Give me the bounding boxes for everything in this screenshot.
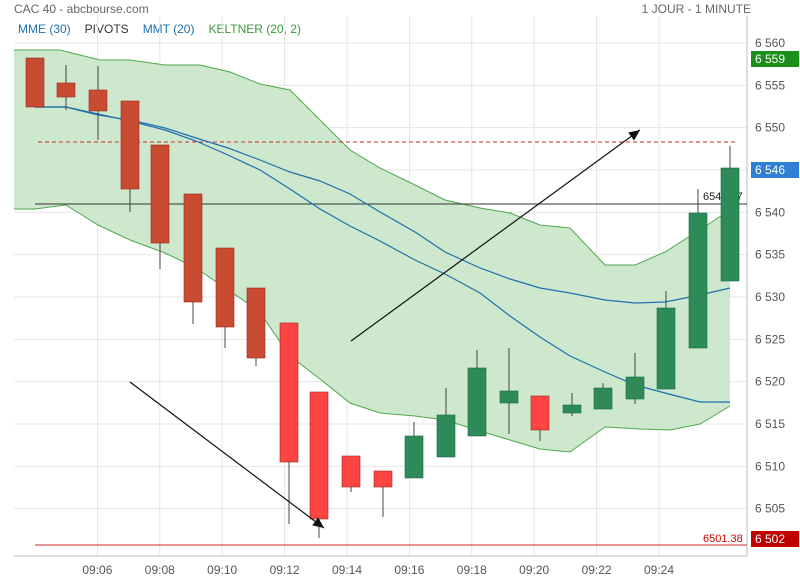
trend-arrow-down-head: [312, 517, 324, 528]
keltner-band: [14, 50, 730, 452]
candle-body: [341, 455, 361, 488]
price-tag-label: 6 502: [755, 532, 785, 546]
y-tick-label: 6 540: [755, 205, 785, 219]
y-tick-label: 6 560: [755, 36, 785, 50]
candle-body: [499, 390, 519, 404]
candle-body: [215, 247, 235, 328]
x-tick-label: 09:10: [207, 563, 237, 577]
period-label[interactable]: 1 JOUR - 1 MINUTE: [641, 2, 751, 16]
x-tick-label: 09:06: [82, 563, 112, 577]
candle-body: [120, 100, 140, 190]
price-tag: [751, 51, 799, 67]
y-tick-label: 6 515: [755, 417, 785, 431]
candle-body: [56, 82, 76, 98]
trend-arrow-up-head: [628, 130, 640, 141]
candle-body: [530, 395, 550, 431]
candle-body: [404, 435, 424, 479]
candle-body: [246, 287, 266, 359]
trend-arrow-down-shaft: [129, 381, 325, 529]
y-tick-label: 6 505: [755, 502, 785, 516]
candle-body: [656, 307, 676, 390]
candle-body: [183, 193, 203, 303]
y-tick-label: 6 555: [755, 78, 785, 92]
price-tag-label: 6 546: [755, 163, 785, 177]
x-tick-label: 09:22: [582, 563, 612, 577]
y-tick-label: 6 530: [755, 290, 785, 304]
candle-body: [562, 404, 582, 414]
x-tick-label: 09:14: [332, 563, 362, 577]
legend-item-mmt[interactable]: MMT (20): [142, 22, 195, 36]
x-tick-label: 09:24: [644, 563, 674, 577]
candle-body: [309, 391, 329, 520]
keltner-upper-line: [14, 49, 731, 266]
legend-item-keltner[interactable]: KELTNER (20, 2): [208, 22, 301, 36]
candle-body: [436, 414, 456, 458]
pivot-support-label: 6501.38: [703, 533, 743, 545]
x-tick-label: 09:18: [457, 563, 487, 577]
mmt-20-line: [35, 106, 730, 403]
candle-body: [720, 167, 740, 282]
y-tick-label: 6 550: [755, 121, 785, 135]
candle-body: [25, 57, 45, 108]
x-tick-label: 09:12: [270, 563, 300, 577]
candle-body: [593, 387, 613, 410]
y-tick-label: 6 535: [755, 248, 785, 262]
candle-body: [279, 322, 299, 463]
y-tick-label: 6 510: [755, 459, 785, 473]
candle-body: [625, 376, 645, 400]
trend-arrow-up-shaft: [350, 129, 641, 342]
chart-title: CAC 40 - abcbourse.com: [14, 2, 149, 16]
candle-body: [150, 144, 170, 244]
y-tick-label: 6 525: [755, 332, 785, 346]
candle-body: [688, 212, 708, 349]
x-tick-label: 09:16: [394, 563, 424, 577]
keltner-lower-line: [14, 204, 731, 453]
x-tick-label: 09:20: [519, 563, 549, 577]
mme-30-line: [35, 106, 731, 304]
x-tick-label: 09:08: [145, 563, 175, 577]
legend: MME (30) PIVOTS MMT (20) KELTNER (20, 2): [18, 22, 301, 36]
y-tick-label: 6 520: [755, 375, 785, 389]
legend-item-pivots[interactable]: PIVOTS: [84, 22, 129, 36]
price-tag-label: 6 559: [755, 52, 785, 66]
candle-body: [88, 89, 108, 112]
candle-body: [467, 367, 487, 437]
candle-body: [373, 470, 393, 488]
legend-item-mme[interactable]: MME (30): [18, 22, 71, 36]
price-tag: [751, 531, 799, 547]
price-tag: [751, 162, 799, 178]
